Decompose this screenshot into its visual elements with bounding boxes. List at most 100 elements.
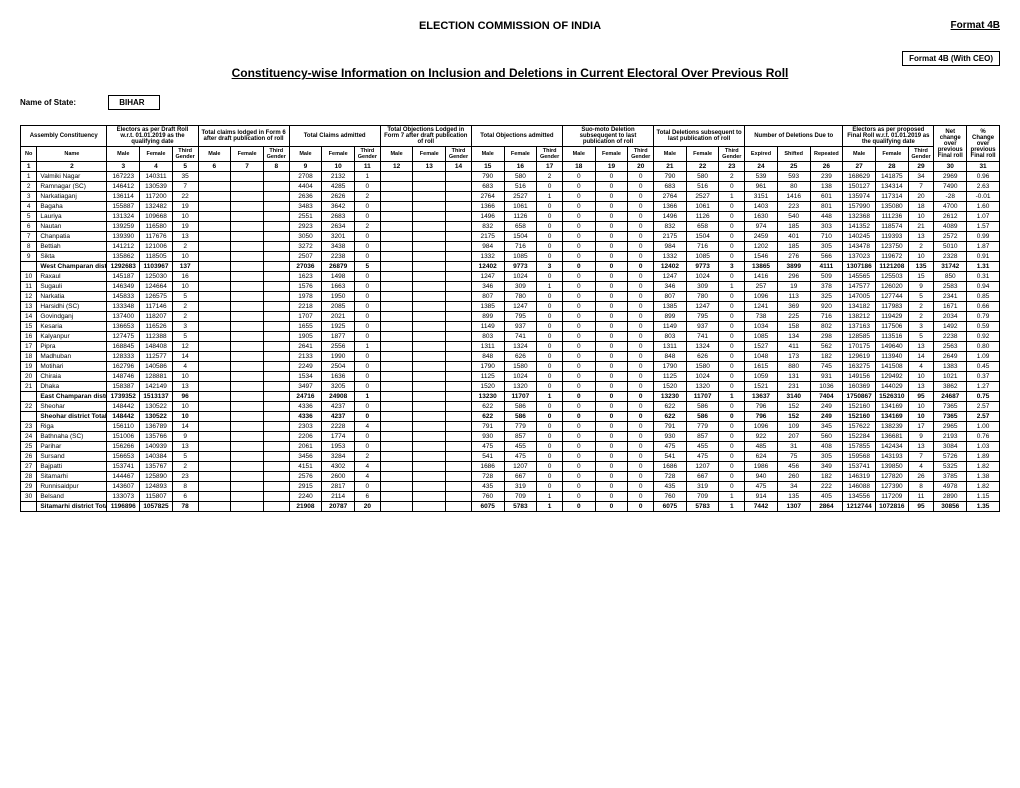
cell <box>380 402 413 412</box>
cell <box>446 262 472 272</box>
cell: 1504 <box>686 232 719 242</box>
cell <box>413 352 446 362</box>
cell <box>231 442 264 452</box>
table-row: 8Bettiah14121212100623272343809847160000… <box>21 242 1000 252</box>
cell: 4302 <box>322 462 355 472</box>
cell: 2527 <box>504 192 537 202</box>
cell: 0 <box>537 232 563 242</box>
cell: 27036 <box>289 262 322 272</box>
row-name: Kalyanpur <box>37 332 107 342</box>
row-name: Bajpatti <box>37 462 107 472</box>
cell: 10 <box>908 402 934 412</box>
cell: 346 <box>471 282 504 292</box>
cell: 0 <box>595 392 628 402</box>
cell: 937 <box>504 322 537 332</box>
row-no: 12 <box>21 292 37 302</box>
cell: 848 <box>654 352 687 362</box>
cell: 140311 <box>140 172 173 182</box>
cell: 0 <box>628 502 654 512</box>
cell: 0 <box>595 202 628 212</box>
cell: 1059 <box>745 372 778 382</box>
cell: 0 <box>719 272 745 282</box>
cell: 2 <box>172 462 198 472</box>
cell: 1.03 <box>967 442 1000 452</box>
cell: 3140 <box>777 392 810 402</box>
row-name: Chanpatia <box>37 232 107 242</box>
cell: 0 <box>562 482 595 492</box>
cell: 157622 <box>843 422 876 432</box>
cell: 626 <box>504 352 537 362</box>
cell: 857 <box>686 432 719 442</box>
row-no: 27 <box>21 462 37 472</box>
cell: 0 <box>537 312 563 322</box>
cell: 1671 <box>934 302 967 312</box>
cell: 0 <box>537 402 563 412</box>
cell <box>263 222 289 232</box>
cell: 1024 <box>686 372 719 382</box>
row-name: Sitamarhi <box>37 472 107 482</box>
cell: 658 <box>686 222 719 232</box>
cell: 136114 <box>107 192 140 202</box>
cell: 1663 <box>322 282 355 292</box>
cell: 0 <box>537 372 563 382</box>
cell <box>413 422 446 432</box>
cell: 111236 <box>875 212 908 222</box>
cell: 142434 <box>875 442 908 452</box>
cell <box>380 432 413 442</box>
cell: 163275 <box>843 362 876 372</box>
cell: 3642 <box>322 202 355 212</box>
cell: 138 <box>810 182 843 192</box>
cell: 3862 <box>934 382 967 392</box>
cell <box>380 422 413 432</box>
cell <box>446 322 472 332</box>
cell: 0.94 <box>967 282 1000 292</box>
cell: 257 <box>745 282 778 292</box>
cell: 1207 <box>686 462 719 472</box>
cell: 346 <box>654 282 687 292</box>
cell: 31 <box>777 442 810 452</box>
cell: 0 <box>719 352 745 362</box>
row-no <box>21 412 37 422</box>
cell: 7 <box>908 182 934 192</box>
cell <box>198 342 231 352</box>
cell: 134556 <box>843 492 876 502</box>
sub-header: Male <box>289 147 322 162</box>
cell: 131 <box>777 372 810 382</box>
cell <box>380 202 413 212</box>
cell: 0 <box>562 262 595 272</box>
cell: 10 <box>908 212 934 222</box>
cell <box>446 462 472 472</box>
col-number: 11 <box>355 162 381 172</box>
cell: 0 <box>355 402 381 412</box>
cell: 1247 <box>686 302 719 312</box>
row-name: West Champaran district Total <box>37 262 107 272</box>
cell: 146319 <box>843 472 876 482</box>
cell: 435 <box>471 482 504 492</box>
cell: 140245 <box>843 232 876 242</box>
cell: 128881 <box>140 372 173 382</box>
cell: 0 <box>537 222 563 232</box>
cell <box>263 482 289 492</box>
cell: 475 <box>471 442 504 452</box>
cell: 560 <box>810 432 843 442</box>
cell: 9 <box>172 432 198 442</box>
cell: 109 <box>777 422 810 432</box>
cell: 475 <box>686 452 719 462</box>
cell: 4978 <box>934 482 967 492</box>
cell: 123750 <box>875 242 908 252</box>
cell: 1320 <box>686 382 719 392</box>
cell <box>231 202 264 212</box>
cell: 9 <box>908 432 934 442</box>
cell: 152284 <box>843 432 876 442</box>
col-number: 30 <box>934 162 967 172</box>
cell: 7365 <box>934 412 967 422</box>
cell: 1546 <box>745 252 778 262</box>
cell: 6075 <box>471 502 504 512</box>
cell <box>413 442 446 452</box>
cell <box>263 292 289 302</box>
cell <box>231 242 264 252</box>
cell: 0 <box>562 242 595 252</box>
cell <box>380 412 413 422</box>
cell: 961 <box>745 182 778 192</box>
cell: 1320 <box>504 382 537 392</box>
